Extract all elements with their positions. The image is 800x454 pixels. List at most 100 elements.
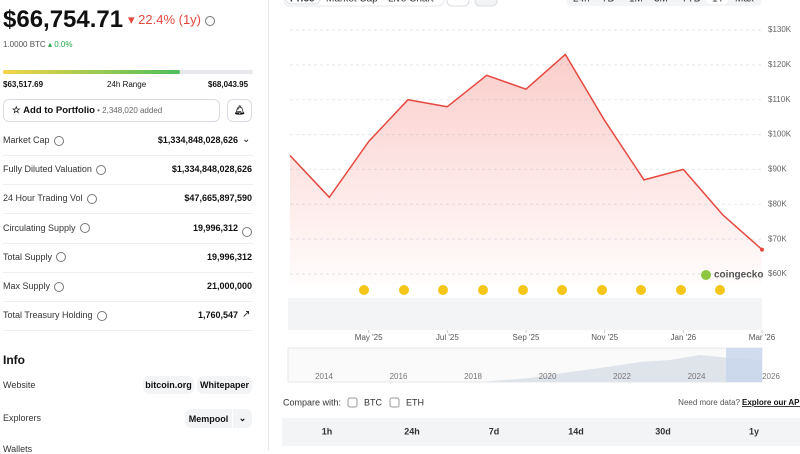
range-label: 24h Range <box>107 80 147 89</box>
period-header: 30d <box>655 426 671 436</box>
info-icon[interactable] <box>56 252 67 263</box>
btc-change: ▴ 0.0% <box>48 40 73 49</box>
period-header: 1h <box>322 426 333 436</box>
event-icon[interactable] <box>438 285 448 295</box>
explorer-dropdown[interactable]: ⌄ <box>233 409 252 428</box>
divider <box>3 184 253 186</box>
coin-panel: $66,754.71 ▾ 22.4% (1y) 1.0000 BTC ▴ 0.0… <box>0 0 269 454</box>
x-tick-label: Sep '25 <box>513 333 540 342</box>
y-tick-label: $100K <box>768 130 792 139</box>
event-icon[interactable] <box>478 285 488 295</box>
price: $66,754.71 <box>3 6 124 33</box>
divider <box>3 330 253 332</box>
tab-group <box>283 0 445 7</box>
navigator-year: 2024 <box>688 372 706 381</box>
price-area <box>290 54 762 285</box>
stat-label: Total Supply <box>3 252 67 263</box>
y-tick-label: $110K <box>768 95 791 104</box>
navigator-year: 2022 <box>613 372 631 381</box>
range-button[interactable]: 24h <box>573 0 590 5</box>
candle-view[interactable] <box>474 0 498 7</box>
info-icon[interactable] <box>53 135 64 146</box>
range-active <box>706 0 728 4</box>
x-tick-label: Jan '26 <box>671 333 697 342</box>
stat-icon[interactable] <box>242 224 252 242</box>
stat-value: 1,760,547 <box>197 310 238 321</box>
info-icon[interactable] <box>79 223 90 234</box>
navigator-year: 2026 <box>762 372 780 381</box>
navigator-year: 2020 <box>539 372 557 381</box>
website-link[interactable]: bitcoin.org <box>143 376 194 394</box>
line-view[interactable] <box>446 0 470 7</box>
x-tick-label: Nov '25 <box>591 333 618 342</box>
stat-value: 21,000,000 <box>206 281 252 291</box>
navigator-year: 2016 <box>390 372 408 381</box>
stat-label: Circulating Supply <box>3 223 90 234</box>
info-icon[interactable] <box>96 310 107 321</box>
explorers-label: Explorers <box>3 413 42 423</box>
y-tick-label: $70K <box>768 234 787 243</box>
navigator-year: 2018 <box>464 372 482 381</box>
watermark: coingecko <box>714 270 763 281</box>
stat-icon[interactable]: ⌄ <box>242 134 251 145</box>
event-icon[interactable] <box>399 285 409 295</box>
alert-button[interactable]: 🔔︎ <box>227 99 252 122</box>
event-icon[interactable] <box>518 285 528 295</box>
navigator-year: 2014 <box>315 372 333 381</box>
chart-tab[interactable]: Market Cap <box>326 0 378 5</box>
divider <box>3 155 253 156</box>
range-button[interactable]: Max <box>735 0 754 5</box>
info-title: Info <box>3 353 25 367</box>
btc-change-value: 0.0% <box>54 40 73 49</box>
api-link[interactable]: Explore our API <box>742 398 800 407</box>
event-icon[interactable] <box>715 285 725 295</box>
info-icon[interactable] <box>86 194 97 205</box>
chart-tab[interactable]: Price <box>290 0 315 5</box>
event-icon[interactable] <box>557 285 567 295</box>
price-change: ▾ 22.4% (1y) <box>128 12 216 28</box>
event-icon[interactable] <box>636 285 646 295</box>
stat-label: Fully Diluted Valuation <box>3 164 106 175</box>
whitepaper-link[interactable]: Whitepaper <box>197 376 252 394</box>
navigator-selection[interactable] <box>726 348 762 382</box>
btc-price: 1.0000 BTC <box>3 40 46 49</box>
period-header: 24h <box>404 426 420 436</box>
range-button[interactable]: YTD <box>681 0 701 5</box>
event-icon[interactable] <box>359 285 369 295</box>
info-icon <box>242 227 252 238</box>
y-tick-label: $130K <box>768 25 792 34</box>
compare-checkbox[interactable] <box>347 397 358 408</box>
range-button[interactable]: 1Y <box>712 0 725 5</box>
stat-value: 19,996,312 <box>192 222 238 233</box>
period-header: 14d <box>568 426 584 436</box>
stat-label: Market Cap <box>3 135 64 146</box>
stat-value: $47,665,897,590 <box>184 193 252 204</box>
calendar-button[interactable] <box>764 0 778 6</box>
stat-icon[interactable]: ↗ <box>242 309 251 321</box>
range-button[interactable]: 7D <box>602 0 615 5</box>
event-icon[interactable] <box>676 285 686 295</box>
range-button[interactable]: 1M <box>629 0 643 5</box>
price-line <box>289 53 763 251</box>
info-icon[interactable] <box>95 164 106 175</box>
stat-label: Max Supply <box>3 281 65 292</box>
range-button[interactable]: 3M <box>654 0 668 5</box>
periods-header <box>282 418 800 446</box>
last-point <box>760 247 764 252</box>
tab-active <box>285 0 321 5</box>
event-icon[interactable] <box>597 285 607 295</box>
add-portfolio-button[interactable]: ☆ Add to Portfolio • 2,348,020 added <box>3 99 220 122</box>
info-icon[interactable] <box>54 281 65 292</box>
x-tick-label: May '25 <box>355 333 383 342</box>
x-tick-label: Mar '26 <box>749 333 776 342</box>
divider <box>3 213 253 215</box>
add-portfolio-label: Add to Portfolio <box>23 105 95 116</box>
x-tick-label: Jul '25 <box>436 333 459 342</box>
compare-checkbox[interactable] <box>389 397 400 408</box>
divider <box>3 271 253 273</box>
chart-tab[interactable]: Live Chart <box>388 0 434 5</box>
compare-option: BTC <box>364 397 383 407</box>
explorer-link[interactable]: Mempool <box>185 409 232 428</box>
stat-label: 24 Hour Trading Vol <box>3 193 97 205</box>
chart-panel: Price Market Cap Live Chart 24h 7D 1M 3M YTD 1Y M… <box>282 0 800 446</box>
